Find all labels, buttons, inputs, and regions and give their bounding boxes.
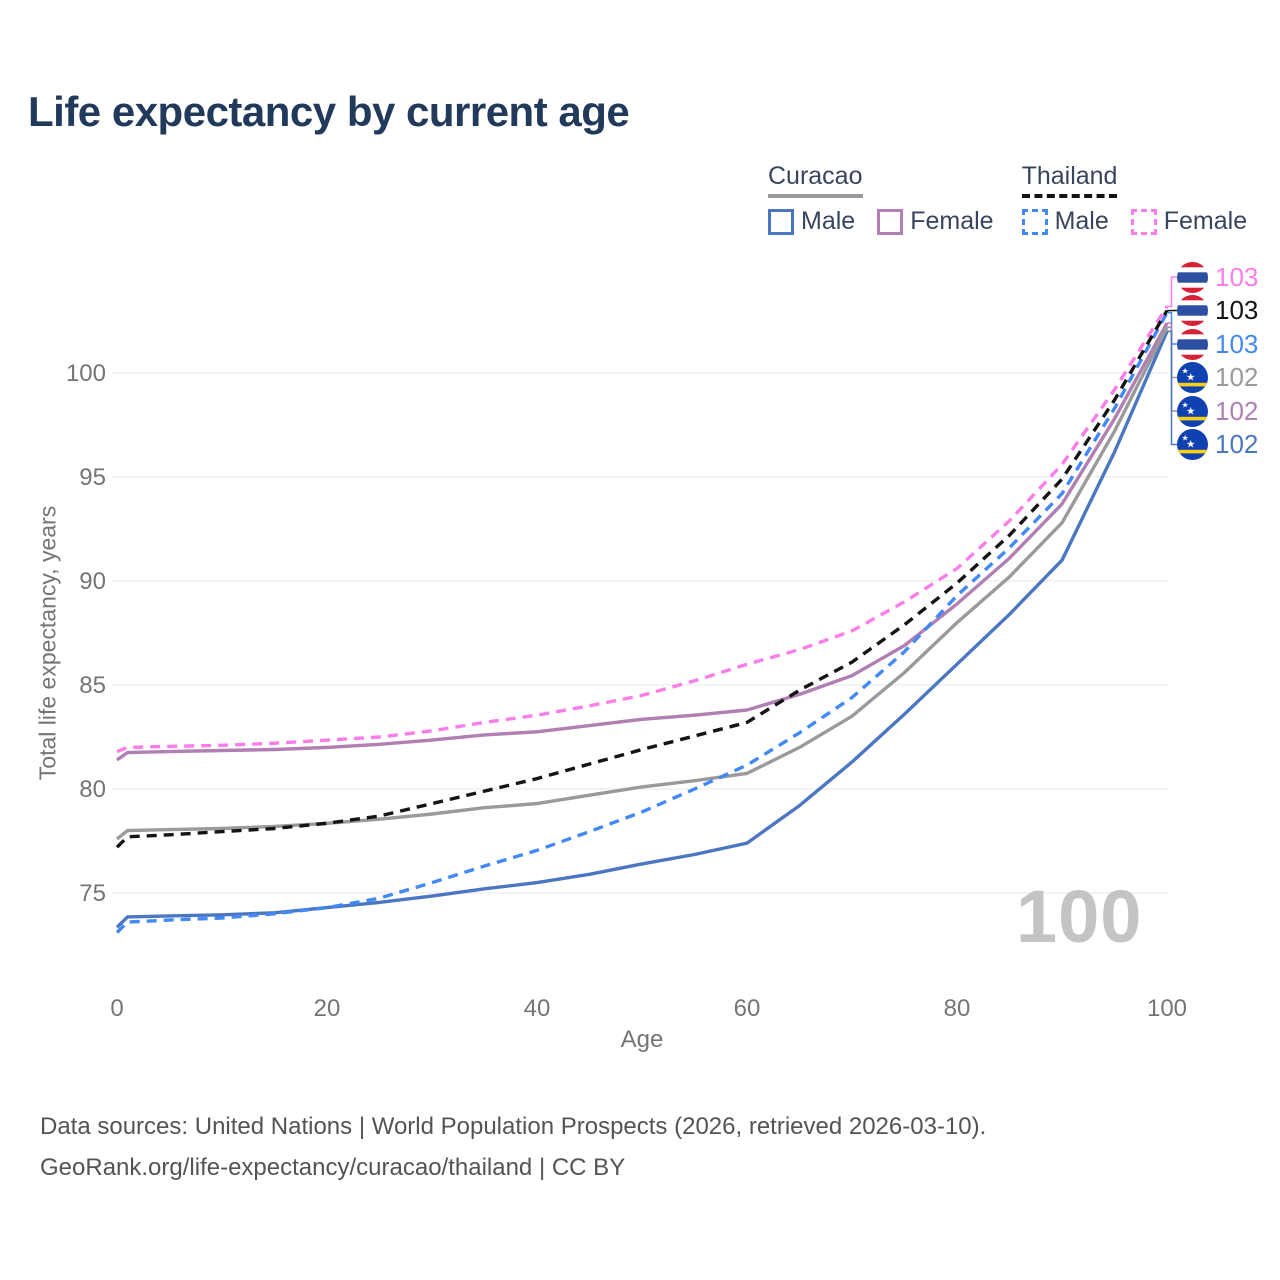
legend-group-title-curacao: Curacao	[768, 162, 863, 198]
thailand-flag-icon	[1177, 328, 1208, 360]
legend-group-curacao: Curacao Male Female	[768, 162, 994, 236]
end-label-row-thailand_total: 103	[1177, 294, 1258, 328]
end-label-value: 103	[1215, 261, 1259, 292]
legend-group-title-thailand: Thailand	[1021, 162, 1118, 198]
series-line-thailand_total[interactable]	[115, 309, 1169, 849]
svg-text:★: ★	[1182, 434, 1189, 443]
svg-text:★: ★	[1182, 367, 1189, 376]
y-tick-80: 80	[79, 776, 106, 803]
y-tick-75: 75	[79, 880, 106, 907]
footer-sources: Data sources: United Nations | World Pop…	[40, 1113, 987, 1140]
x-tick-100: 100	[1147, 995, 1187, 1022]
end-label-row-curacao_total: ★ ★ 102	[1177, 361, 1258, 395]
end-label-value: 102	[1215, 362, 1259, 392]
svg-text:★: ★	[1182, 400, 1189, 409]
thailand-flag-icon	[1177, 261, 1208, 293]
end-label-value: 103	[1215, 295, 1259, 325]
curacao-flag-icon: ★ ★	[1177, 395, 1208, 427]
x-tick-0: 0	[110, 995, 123, 1022]
x-tick-80: 80	[944, 995, 971, 1022]
y-tick-90: 90	[79, 568, 106, 595]
y-tick-95: 95	[79, 464, 106, 491]
legend-item-curacao_male[interactable]: Male	[768, 207, 855, 236]
legend-item-label: Male	[1054, 207, 1109, 235]
legend-swatch-curacao_male	[768, 208, 794, 235]
legend-item-thailand_male[interactable]: Male	[1021, 207, 1109, 236]
series-line-curacao_female[interactable]	[116, 322, 1169, 762]
legend-item-curacao_female[interactable]: Female	[877, 207, 994, 236]
curacao-flag-icon: ★ ★	[1177, 362, 1208, 393]
end-label-row-thailand_male: 103	[1177, 327, 1258, 361]
legend-group-thailand: Thailand Male Female	[1021, 162, 1248, 236]
end-label-value: 103	[1215, 328, 1259, 359]
legend-item-thailand_female[interactable]: Female	[1130, 207, 1248, 236]
end-label-value: 102	[1215, 395, 1259, 426]
end-label-row-curacao_female: ★ ★ 102	[1177, 394, 1258, 428]
svg-text:★: ★	[1186, 439, 1196, 451]
curacao-flag-icon: ★ ★	[1177, 429, 1208, 460]
x-tick-60: 60	[734, 995, 761, 1022]
x-tick-20: 20	[314, 995, 341, 1022]
thailand-flag-icon	[1177, 295, 1208, 326]
leader-line-curacao_male	[1167, 330, 1177, 446]
legend-swatch-thailand_female	[1130, 208, 1157, 235]
legend-swatch-thailand_male	[1021, 208, 1048, 235]
series-line-thailand_female[interactable]	[116, 305, 1169, 754]
y-tick-100: 100	[66, 360, 106, 387]
svg-text:★: ★	[1186, 405, 1196, 417]
svg-text:★: ★	[1186, 372, 1196, 384]
series-line-curacao_total[interactable]	[115, 326, 1169, 841]
legend-item-label: Male	[801, 207, 856, 235]
legend-swatch-curacao_female	[877, 208, 904, 235]
hover-age-watermark: 100	[1016, 875, 1143, 958]
end-label-row-thailand_female: 103	[1177, 260, 1258, 294]
series-line-curacao_male[interactable]	[115, 330, 1169, 929]
legend: Curacao Male Female Thailand Male Female	[768, 162, 1247, 236]
end-label-value: 102	[1215, 429, 1259, 459]
page-title: Life expectancy by current age	[28, 88, 630, 135]
x-tick-40: 40	[524, 995, 551, 1022]
footer: Data sources: United Nations | World Pop…	[40, 1106, 986, 1188]
y-tick-85: 85	[79, 672, 106, 699]
end-label-row-curacao_male: ★ ★ 102	[1177, 428, 1258, 462]
y-axis-title: Total life expectancy, years	[34, 505, 61, 781]
x-axis-title: Age	[620, 1026, 664, 1053]
footer-attribution: GeoRank.org/life-expectancy/curacao/thai…	[40, 1154, 626, 1181]
series-line-thailand_male[interactable]	[115, 311, 1169, 934]
legend-item-label: Female	[910, 207, 994, 235]
legend-item-label: Female	[1163, 207, 1248, 235]
leader-line-thailand_female	[1167, 276, 1177, 308]
